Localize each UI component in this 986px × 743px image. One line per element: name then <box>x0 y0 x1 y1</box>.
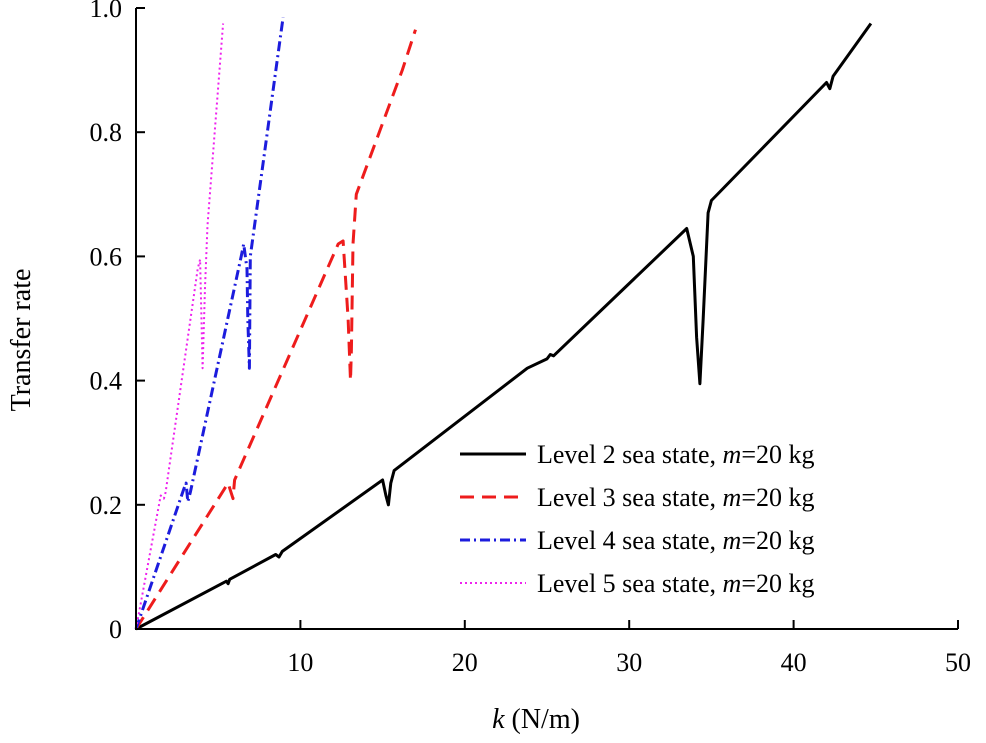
x-tick-label-30: 30 <box>616 648 642 677</box>
y-tick-label-0: 0 <box>109 615 122 644</box>
series-line-2 <box>135 22 873 631</box>
x-tick-label-10: 10 <box>287 648 313 677</box>
legend: Level 2 sea state, m=20 kg Level 3 sea st… <box>460 440 814 598</box>
y-tick-label-0.6: 0.6 <box>90 242 123 271</box>
x-axis-title-italic: k <box>492 704 505 735</box>
x-tick-label-50: 50 <box>945 648 971 677</box>
legend-label-5: Level 5 sea state, m=20 kg <box>537 569 814 598</box>
y-tick-label-0.2: 0.2 <box>90 491 123 520</box>
x-tick-label-20: 20 <box>452 648 478 677</box>
y-axis-title: Transfer rate <box>6 269 37 412</box>
y-tick-label-1: 1.0 <box>90 0 123 23</box>
legend-label-2: Level 2 sea state, m=20 kg <box>537 440 814 469</box>
series-line-5 <box>135 23 225 630</box>
x-axis-title-unit: (N/m) <box>505 704 580 735</box>
x-axis-title: k (N/m) <box>492 704 580 735</box>
y-tick-label-0.4: 0.4 <box>90 367 123 396</box>
y-tick-label-0.8: 0.8 <box>90 118 123 147</box>
legend-label-4: Level 4 sea state, m=20 kg <box>537 526 814 555</box>
series-line-3 <box>134 29 417 630</box>
series-line-4 <box>134 17 285 630</box>
series-layer <box>134 17 873 631</box>
legend-label-3: Level 3 sea state, m=20 kg <box>537 483 814 512</box>
x-tick-label-40: 40 <box>781 648 807 677</box>
ticks-layer: 10 20 30 40 50 0 0.2 0.4 0.6 0.8 1.0 <box>90 0 972 677</box>
